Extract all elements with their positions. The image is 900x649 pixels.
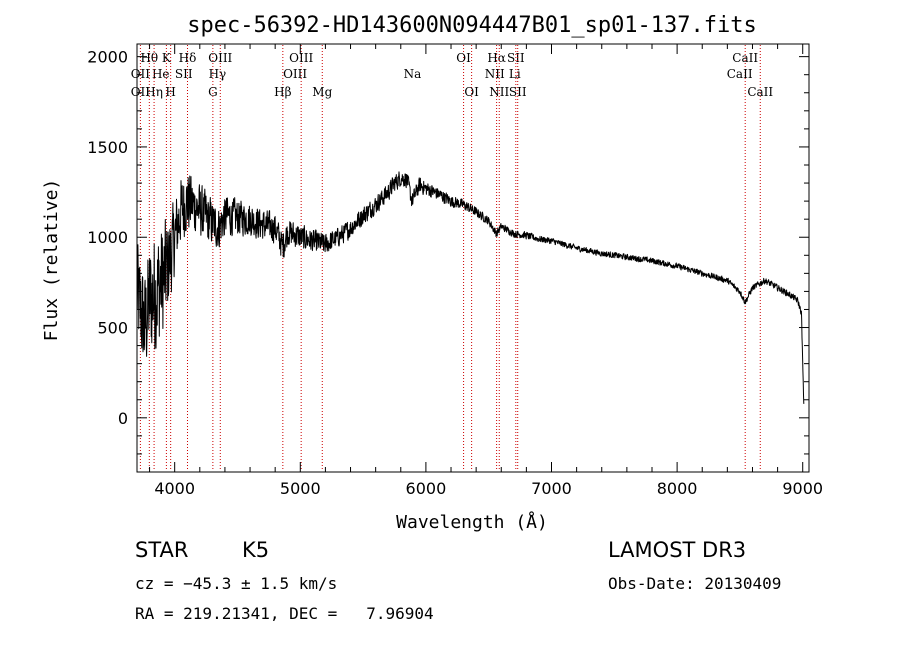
line-marker-label: OI bbox=[464, 85, 479, 99]
x-tick-label: 8000 bbox=[657, 479, 698, 498]
line-marker-label: Hγ bbox=[209, 67, 227, 81]
line-marker-label: Hα bbox=[487, 51, 506, 65]
line-marker-label: NII bbox=[485, 67, 505, 81]
line-marker-label: OII bbox=[131, 85, 151, 99]
line-marker-label: G bbox=[208, 85, 218, 99]
coordinates: RA = 219.21341, DEC = 7.96904 bbox=[135, 604, 434, 623]
y-tick-label: 1500 bbox=[87, 138, 128, 157]
y-tick-label: 0 bbox=[118, 409, 128, 428]
y-axis-label: Flux (relative) bbox=[41, 179, 62, 342]
line-marker-label: Hη bbox=[145, 85, 163, 99]
line-marker-label: OIII bbox=[208, 51, 232, 65]
line-marker-label: OII bbox=[131, 67, 151, 81]
line-marker-label: SII bbox=[175, 67, 193, 81]
line-marker-label: CaII bbox=[727, 67, 753, 81]
survey-name: LAMOST DR3 bbox=[608, 538, 747, 562]
line-marker-label: Li bbox=[509, 67, 521, 81]
line-marker-label: Na bbox=[404, 67, 422, 81]
line-marker-label: CaII bbox=[732, 51, 758, 65]
chart-title: spec-56392-HD143600N094447B01_sp01-137.f… bbox=[187, 13, 757, 38]
plot-frame bbox=[136, 43, 810, 473]
line-marker-label: Hθ bbox=[140, 51, 158, 65]
y-tick-label: 2000 bbox=[87, 48, 128, 67]
y-tick-label: 1000 bbox=[87, 228, 128, 247]
x-tick-label: 9000 bbox=[782, 479, 823, 498]
line-marker-label: SII bbox=[509, 85, 527, 99]
line-marker-label: OIII bbox=[283, 67, 307, 81]
line-marker-label: Mg bbox=[312, 85, 332, 99]
line-marker-label: OIII bbox=[289, 51, 313, 65]
x-axis-label: Wavelength (Å) bbox=[396, 511, 548, 533]
x-tick-label: 6000 bbox=[406, 479, 447, 498]
line-marker-label: Hδ bbox=[179, 51, 197, 65]
x-tick-label: 4000 bbox=[154, 479, 195, 498]
object-class: STAR bbox=[135, 538, 189, 562]
object-subclass: K5 bbox=[242, 538, 270, 562]
line-marker-label: NII bbox=[489, 85, 509, 99]
y-tick-label: 500 bbox=[97, 319, 128, 338]
line-marker-label: He bbox=[152, 67, 170, 81]
line-marker-label: CaII bbox=[747, 85, 773, 99]
spectrum-line bbox=[136, 171, 805, 404]
spectrum-series bbox=[136, 171, 805, 404]
redshift-value: cz = −45.3 ± 1.5 km/s bbox=[135, 574, 338, 593]
line-marker-label: K bbox=[162, 51, 172, 65]
line-marker-label: Hβ bbox=[274, 85, 291, 99]
line-marker-label: SII bbox=[507, 51, 525, 65]
axes: 4000 5000 6000 7000 8000 9000 0 500 1000 1500 2000 bbox=[87, 43, 823, 498]
x-tick-label: 5000 bbox=[280, 479, 321, 498]
obs-date: Obs-Date: 20130409 bbox=[608, 574, 782, 593]
line-marker-label: H bbox=[165, 85, 175, 99]
line-marker-label: OI bbox=[456, 51, 471, 65]
x-tick-label: 7000 bbox=[531, 479, 572, 498]
